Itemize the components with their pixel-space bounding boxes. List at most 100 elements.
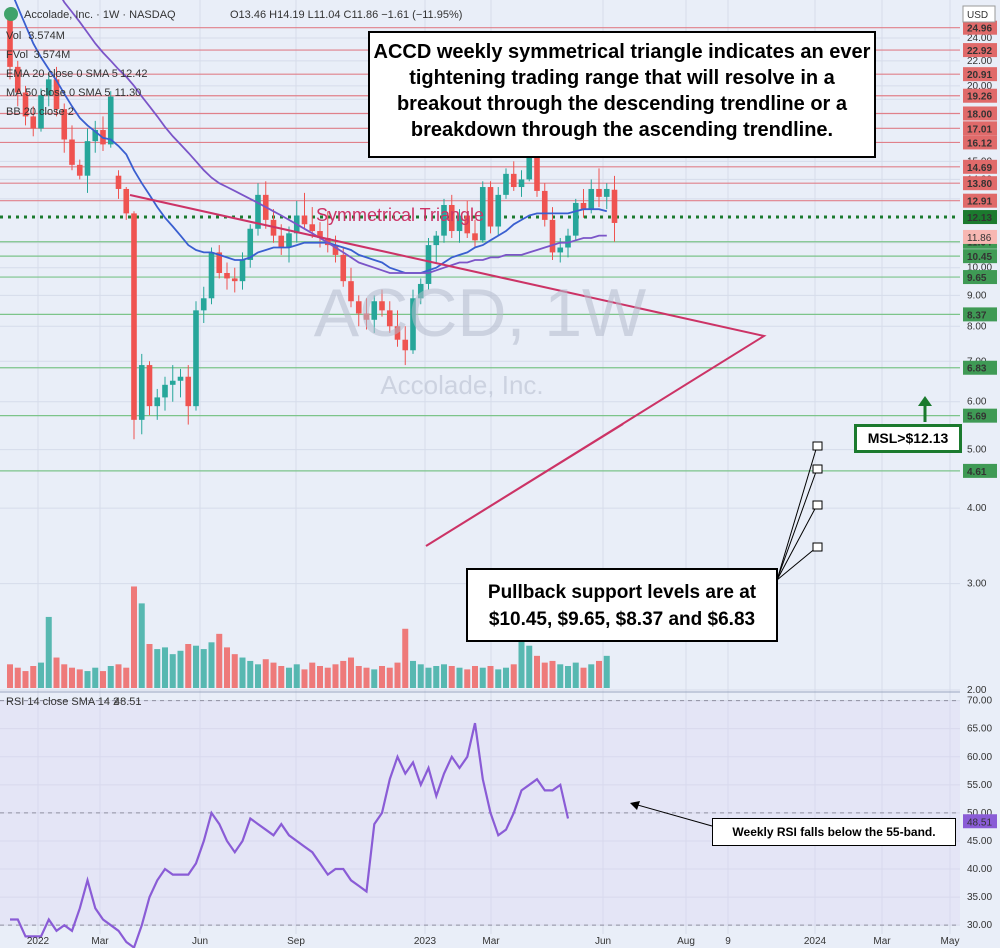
resistance-label-bg xyxy=(963,176,997,191)
volume-bar xyxy=(472,666,478,688)
indicator-label: EMA 20 close 0 SMA 5 xyxy=(6,68,118,80)
support-label-bg xyxy=(963,360,997,375)
x-tick-label: 2024 xyxy=(804,936,827,947)
indicator-value: 3.574M xyxy=(28,30,65,42)
candle-body xyxy=(596,188,602,197)
candle-body xyxy=(278,235,285,248)
currency-label: USD xyxy=(967,10,988,21)
support-label: 5.69 xyxy=(967,412,987,423)
candle-body xyxy=(456,215,463,232)
volume-bar xyxy=(549,660,556,688)
pointer-line xyxy=(776,445,818,581)
volume-bar xyxy=(146,644,153,688)
volume-bar xyxy=(69,667,75,688)
volume-bar xyxy=(14,667,21,688)
candle-body xyxy=(239,259,246,282)
volume-bar xyxy=(200,649,207,688)
volume-bar xyxy=(123,667,130,688)
candlesticks xyxy=(7,7,618,440)
volume-bar xyxy=(61,664,68,688)
x-tick-label: Mar xyxy=(91,936,109,947)
level-marker xyxy=(812,464,823,474)
support-label-bg xyxy=(963,249,997,264)
level-marker xyxy=(812,500,823,510)
price-tick-label: 20.00 xyxy=(967,81,992,92)
candle-body xyxy=(379,301,385,311)
volume-bar xyxy=(224,647,230,688)
rsi-tick-label: 40.00 xyxy=(967,864,992,875)
pullback-callout: Pullback support levels are at $10.45, $… xyxy=(466,568,778,642)
candle-body xyxy=(38,95,44,129)
resistance-label: 14.69 xyxy=(967,163,992,174)
candle-body xyxy=(324,237,331,246)
price-tick-label: 5.00 xyxy=(967,445,987,456)
support-label: 4.61 xyxy=(967,467,987,478)
indicator-label: BB 20 close 2 xyxy=(6,106,74,118)
candle-body xyxy=(123,188,130,214)
candle-body xyxy=(410,298,416,351)
volume-bar xyxy=(177,650,184,688)
volume-bar xyxy=(425,667,432,688)
candle-body xyxy=(510,173,517,188)
price-tick-label: 6.00 xyxy=(967,397,987,408)
candle-body xyxy=(14,66,21,93)
candle-body xyxy=(565,235,571,248)
resistance-label-bg xyxy=(963,193,997,208)
candle-body xyxy=(286,233,292,248)
volume-bar xyxy=(534,655,540,688)
candle-body xyxy=(433,235,440,246)
volume-bar xyxy=(441,664,447,688)
candle-body xyxy=(487,187,494,227)
volume-bar xyxy=(22,671,29,688)
ohlc-readout: O13.46 H14.19 L11.04 C11.86 −1.61 (−11.9… xyxy=(230,9,462,21)
main-callout-line-4: breakdown through the ascending trendlin… xyxy=(410,119,834,141)
candle-body xyxy=(441,204,447,236)
volume-bar xyxy=(363,667,370,688)
volume-bar xyxy=(169,654,176,688)
msl-arrow-head xyxy=(918,396,932,406)
volume-bar xyxy=(332,664,339,688)
pointer-line xyxy=(776,504,818,581)
volume-bar xyxy=(572,662,579,688)
volume-bar xyxy=(541,662,548,688)
triangle-trendlines xyxy=(129,194,767,547)
ema-20-line xyxy=(13,0,608,274)
volume-bar xyxy=(510,664,517,688)
volume-bar xyxy=(38,662,44,688)
triangle-label: Symmetrical Triangle xyxy=(316,205,484,225)
price-tick-label: 8.00 xyxy=(967,321,987,332)
x-tick-label: 2023 xyxy=(414,936,437,947)
support-label: 8.37 xyxy=(967,310,987,321)
candle-body xyxy=(247,228,254,260)
volume-bar xyxy=(30,666,37,688)
volume-bar xyxy=(278,666,285,688)
moving-averages xyxy=(13,0,608,274)
volume-bar xyxy=(162,647,168,688)
pullback-callout-line-2: $10.45, $9.65, $8.37 and $6.83 xyxy=(488,609,756,630)
last-price-label: 11.86 xyxy=(967,233,992,244)
volume-bar xyxy=(588,664,595,688)
volume-bar xyxy=(92,667,99,688)
rsi-tick-label: 45.00 xyxy=(967,836,992,847)
msl-axis-label: 12.13 xyxy=(967,213,992,224)
x-tick-label: May xyxy=(941,936,960,947)
candle-body xyxy=(417,283,424,299)
volume-bar xyxy=(379,666,385,688)
volume-bar xyxy=(309,662,316,688)
price-tick-label: 24.00 xyxy=(967,33,992,44)
x-tick-label: 2022 xyxy=(27,936,50,947)
volume-bar xyxy=(115,664,122,688)
volume-bar xyxy=(76,669,83,688)
rsi-tick-label: 55.00 xyxy=(967,780,992,791)
candle-body xyxy=(115,175,122,189)
axes: 2.003.004.005.006.007.008.009.0010.0011.… xyxy=(27,5,997,947)
x-tick-label: Jun xyxy=(595,936,611,947)
candle-body xyxy=(154,397,161,407)
rsi-tick-label: 60.00 xyxy=(967,752,992,763)
msl-label: MSL>$12.13 xyxy=(867,430,949,446)
volume-bar xyxy=(557,664,564,688)
resistance-label-bg xyxy=(963,67,997,82)
support-label-bg xyxy=(963,463,997,478)
candle-body xyxy=(355,301,362,314)
resistance-label-bg xyxy=(963,43,997,58)
